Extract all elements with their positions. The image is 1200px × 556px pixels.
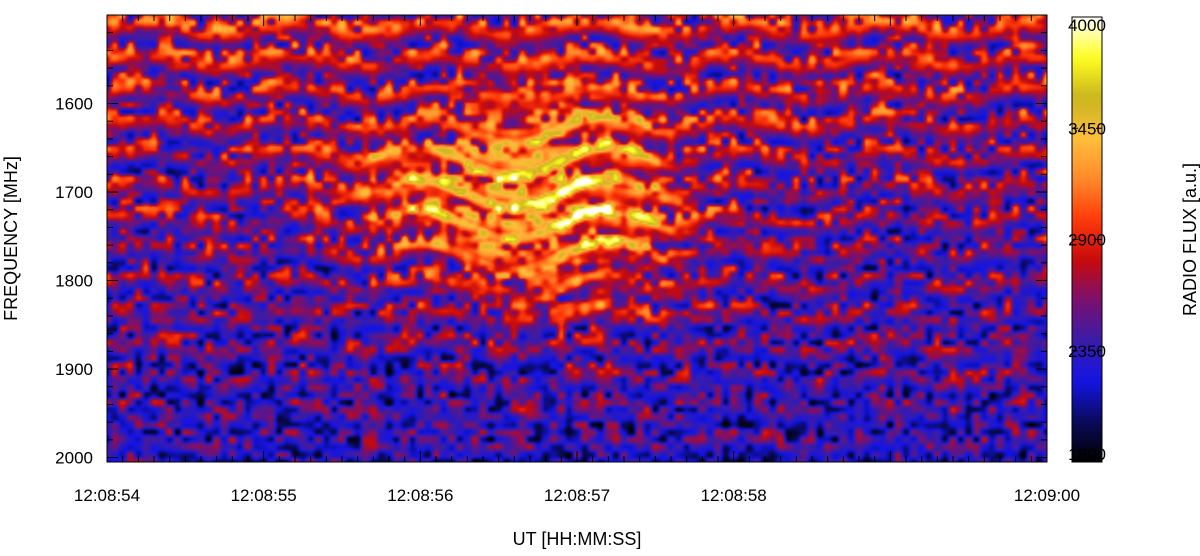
heatmap-image bbox=[107, 15, 1047, 462]
x-tick-label: 12:08:55 bbox=[231, 486, 297, 505]
colorbar-tick-label: 4000 bbox=[1068, 16, 1106, 35]
x-tick-label: 12:08:56 bbox=[387, 486, 453, 505]
x-axis-title: UT [HH:MM:SS] bbox=[513, 529, 642, 549]
x-tick-label: 12:08:54 bbox=[74, 486, 140, 505]
y-tick-label: 1700 bbox=[55, 183, 93, 202]
y-axis-title: FREQUENCY [MHz] bbox=[1, 156, 21, 321]
colorbar-tick-label: 2350 bbox=[1068, 342, 1106, 361]
colorbar-tick-label: 2900 bbox=[1068, 231, 1106, 250]
colorbar-tick-label: 3450 bbox=[1068, 119, 1106, 138]
axis-labels: 12:08:54 12:08:55 12:08:56 12:08:57 12:08:58… bbox=[1, 95, 1080, 549]
y-tick-label: 2000 bbox=[55, 449, 93, 468]
axes bbox=[106, 14, 1048, 463]
y-tick-label: 1800 bbox=[55, 272, 93, 291]
y-tick-label: 1900 bbox=[55, 360, 93, 379]
colorbar-title: RADIO FLUX [a.u.] bbox=[1180, 163, 1200, 316]
colorbar: 1800 2350 2900 3450 4000 RADIO FLUX [a.u.] bbox=[1068, 16, 1200, 464]
y-tick-label: 1600 bbox=[55, 95, 93, 114]
x-tick-label: 12:09:00 bbox=[1014, 486, 1080, 505]
colorbar-tick-label: 1800 bbox=[1068, 445, 1106, 464]
x-tick-label: 12:08:58 bbox=[701, 486, 767, 505]
x-tick-label: 12:08:57 bbox=[544, 486, 610, 505]
heatmap bbox=[107, 15, 1047, 462]
